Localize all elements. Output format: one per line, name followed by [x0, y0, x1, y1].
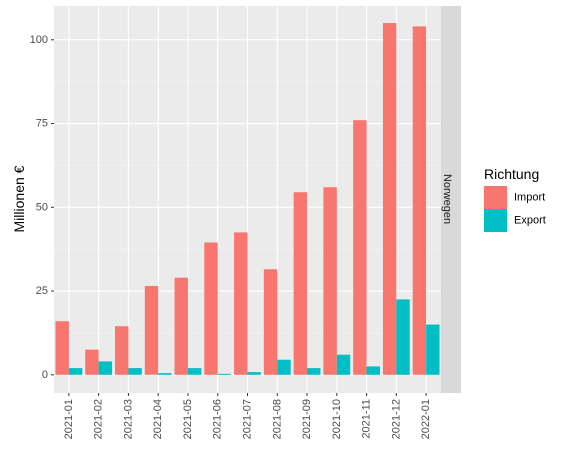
- x-tick-label: 2021-09: [301, 399, 313, 439]
- facet-strip: [441, 6, 461, 393]
- x-tick-label: 2021-01: [63, 399, 75, 439]
- bar-import-2021-02: [85, 349, 99, 375]
- legend-key-export: [484, 209, 507, 232]
- bar-export-2021-11: [366, 366, 380, 375]
- x-tick-label: 2021-03: [122, 399, 134, 439]
- y-tick-label: 50: [36, 201, 48, 213]
- bar-export-2021-02: [98, 361, 113, 375]
- x-tick-label: 2021-04: [152, 399, 164, 439]
- legend-label-import: Import: [514, 192, 545, 204]
- bar-export-2021-10: [336, 354, 351, 375]
- x-tick-label: 2021-10: [331, 399, 343, 439]
- bar-export-2021-07: [247, 372, 261, 375]
- bar-import-2022-01: [412, 26, 427, 375]
- bar-export-2021-01: [68, 368, 83, 375]
- bars: [55, 23, 440, 375]
- x-tick-label: 2021-02: [93, 399, 105, 439]
- bar-export-2022-01: [426, 324, 440, 375]
- facet-strip-label: Norwegen: [441, 174, 453, 224]
- x-tick-label: 2021-06: [212, 399, 224, 439]
- legend-label-export: Export: [514, 215, 546, 227]
- y-tick-label: 75: [36, 118, 48, 130]
- bar-import-2021-06: [204, 242, 218, 375]
- x-tick-label: 2021-12: [390, 399, 402, 439]
- legend-key-import: [484, 186, 507, 209]
- bar-export-2021-08: [277, 359, 291, 375]
- bar-import-2021-12: [382, 23, 397, 375]
- bar-export-2021-09: [307, 368, 321, 375]
- x-tick-label: 2021-11: [361, 399, 373, 439]
- legend: Richtung Import Export: [484, 166, 546, 232]
- y-tick-label: 25: [36, 285, 48, 297]
- x-tick-label: 2021-08: [271, 399, 283, 439]
- bar-export-2021-06: [217, 373, 232, 375]
- bar-export-2021-03: [128, 368, 142, 375]
- bar-import-2021-11: [353, 120, 367, 375]
- bar-import-2021-04: [144, 286, 159, 375]
- x-tick-label: 2022-01: [420, 399, 432, 439]
- bar-import-2021-08: [263, 269, 278, 375]
- bar-export-2021-05: [187, 368, 202, 375]
- y-axis: 0 25 50 75 100: [30, 34, 54, 381]
- bar-import-2021-05: [174, 277, 188, 375]
- bar-export-2021-12: [396, 299, 410, 375]
- bar-import-2021-03: [115, 326, 129, 375]
- bar-import-2021-07: [234, 232, 248, 375]
- bar-export-2021-04: [158, 373, 172, 375]
- bar-import-2021-10: [323, 187, 337, 375]
- x-tick-label: 2021-07: [242, 399, 254, 439]
- y-tick-label: 100: [30, 34, 48, 46]
- legend-title: Richtung: [484, 166, 539, 182]
- x-axis: 2021-01 2021-02 2021-03 2021-04 2021-05 2021-…: [63, 393, 432, 439]
- x-tick-label: 2021-05: [182, 399, 194, 439]
- legend-items: Import Export: [484, 186, 546, 232]
- y-axis-title: Millionen €: [11, 165, 27, 232]
- bar-import-2021-09: [293, 192, 308, 375]
- y-tick-label: 0: [42, 369, 48, 381]
- bar-import-2021-01: [55, 321, 69, 375]
